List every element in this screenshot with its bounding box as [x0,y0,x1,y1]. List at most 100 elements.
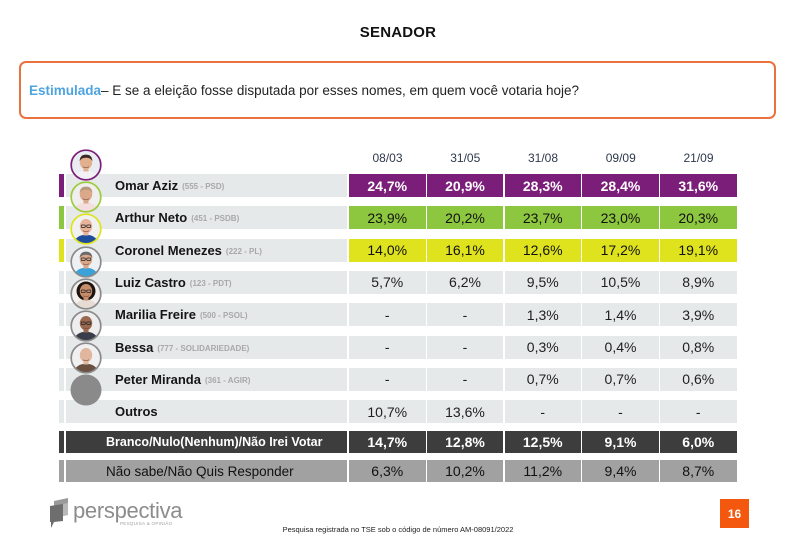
value-cell: 20,2% [426,206,504,230]
value-cell: 13,6% [426,400,504,424]
row-label-cell: Arthur Neto (451 - PSDB) [66,206,347,230]
table-row: Coronel Menezes (222 - PL) 14,0% 16,1% 12,6%… [0,238,796,262]
summary-row: Não sabe/Não Quis Responder 6,3% 10,2% 11,2… [0,460,796,482]
value-cell: 9,1% [582,431,659,453]
candidate-photo [70,181,102,213]
value-cell: 24,7% [349,174,426,197]
logo-icon [50,498,68,528]
table-row: Bessa (777 - SOLIDARIEDADE) - -0,3% 0,4% 0,8% [0,335,796,359]
row-color-marker [59,335,64,359]
candidate-photo [70,213,102,246]
value-cell: 10,5% [582,270,659,294]
row-color-marker [59,431,64,453]
value-cell: 0,7% [582,367,659,391]
row-label-cell: Coronel Menezes (222 - PL) [66,238,347,262]
value-cell: 3,9% [660,303,737,327]
row-color-marker [59,460,64,482]
candidate-name: Coronel Menezes [115,242,222,258]
value-cell: 6,2% [426,270,504,294]
table-row: Marilia Freire (500 - PSOL) - -1,3% 1,4% 3,9% [0,303,796,327]
value-cell: - [349,303,426,327]
value-cell: 23,9% [349,206,426,230]
value-cell: 8,7% [660,460,737,482]
candidate-name: Outros [115,404,158,420]
value-cell: 16,1% [426,238,504,262]
summary-row: Branco/Nulo(Nenhum)/Não Irei Votar 14,7% 1… [0,431,796,453]
value-cell: 23,0% [582,206,659,230]
row-label-cell: Outros [66,400,347,424]
row-color-marker [59,303,64,327]
value-cell: 10,2% [426,460,504,482]
row-color-marker [59,270,64,294]
page-number: 16 [727,506,742,521]
candidate-photo [70,149,102,181]
value-cell: 9,4% [582,460,659,482]
row-label-cell: Omar Aziz (555 - PSD) [66,174,347,197]
row-color-marker [59,206,64,230]
table-row: Outros 10,7% 13,6% - - - [0,400,796,424]
value-cell: 12,5% [504,431,581,453]
candidate-name: Peter Miranda [115,371,201,387]
row-color-marker [59,367,64,391]
value-cell: 12,8% [426,431,504,453]
candidate-name: Marilia Freire [115,307,196,323]
value-cell: 19,1% [660,238,737,262]
candidate-party: (451 - PSDB) [191,214,240,224]
candidate-party: (500 - PSOL) [199,311,248,321]
value-cell: 31,6% [660,174,737,197]
column-date-label: 09/09 [605,151,636,165]
table-row: Luiz Castro (123 - PDT) 5,7% 6,2% 9,5% 10,5% 8… [0,270,796,294]
perspectiva-logo: perspectiva pesquisa & opinião [48,496,188,530]
value-cell: 20,9% [426,174,504,197]
candidate-party: (777 - SOLIDARIEDADE) [157,343,250,353]
value-cell: 5,7% [349,270,426,294]
column-date-label: 31/05 [450,151,481,165]
candidate-name: Bessa [115,339,154,355]
column-date-label: 08/03 [372,151,403,165]
row-label-cell: Marilia Freire (500 - PSOL) [66,303,347,327]
row-color-marker [59,174,64,197]
page-title: SENADOR [359,24,437,41]
candidate-photo [70,342,102,374]
logo-tagline: pesquisa & opinião [120,521,173,526]
value-cell: 23,7% [504,206,581,230]
row-color-marker [59,400,64,424]
candidate-name: Luiz Castro [115,274,186,290]
row-color-marker [59,238,64,262]
candidate-name: Omar Aziz [115,178,179,193]
value-cell: 8,9% [660,270,737,294]
question-box: Estimulada – E se a eleição fosse disput… [19,61,776,119]
candidate-photo [70,245,102,278]
table-row: Arthur Neto (451 - PSDB) 23,9% 20,2% 23,7% 23… [0,206,796,230]
page-number-badge: 16 [720,499,749,528]
candidate-party: (123 - PDT) [189,278,232,288]
candidate-name: Arthur Neto [115,210,188,226]
value-cell: 0,4% [582,335,659,359]
value-cell: 6,0% [660,431,737,453]
photo-placeholder [70,374,102,406]
value-cell: 14,0% [349,238,426,262]
row-label-cell: Peter Miranda (361 - AGIR) [66,367,347,391]
column-date-label: 31/08 [527,151,559,165]
value-cell: 0,3% [504,335,581,359]
row-label-cell: Luiz Castro (123 - PDT) [66,270,347,294]
value-cell: - [660,400,737,424]
value-cell: 12,6% [504,238,581,262]
row-label-cell: Não sabe/Não Quis Responder [66,460,347,482]
value-cell: 6,3% [349,460,426,482]
logo-wordmark: perspectiva [73,498,183,523]
row-label-cell: Branco/Nulo(Nenhum)/Não Irei Votar [66,431,347,453]
value-cell: 0,8% [660,335,737,359]
table-row: Peter Miranda (361 - AGIR) - -0,7% 0,7% 0,6% [0,367,796,391]
value-cell: - [504,400,581,424]
value-cell: - [349,367,426,391]
value-cell: 17,2% [582,238,659,262]
value-cell: - [582,400,659,424]
row-label-cell: Bessa (777 - SOLIDARIEDADE) [66,335,347,359]
value-cell: 1,4% [582,303,659,327]
value-cell: 0,6% [660,367,737,391]
value-cell: 28,4% [582,174,659,197]
question-type-label: Estimulada [29,82,102,98]
value-cell: 1,3% [504,303,581,327]
